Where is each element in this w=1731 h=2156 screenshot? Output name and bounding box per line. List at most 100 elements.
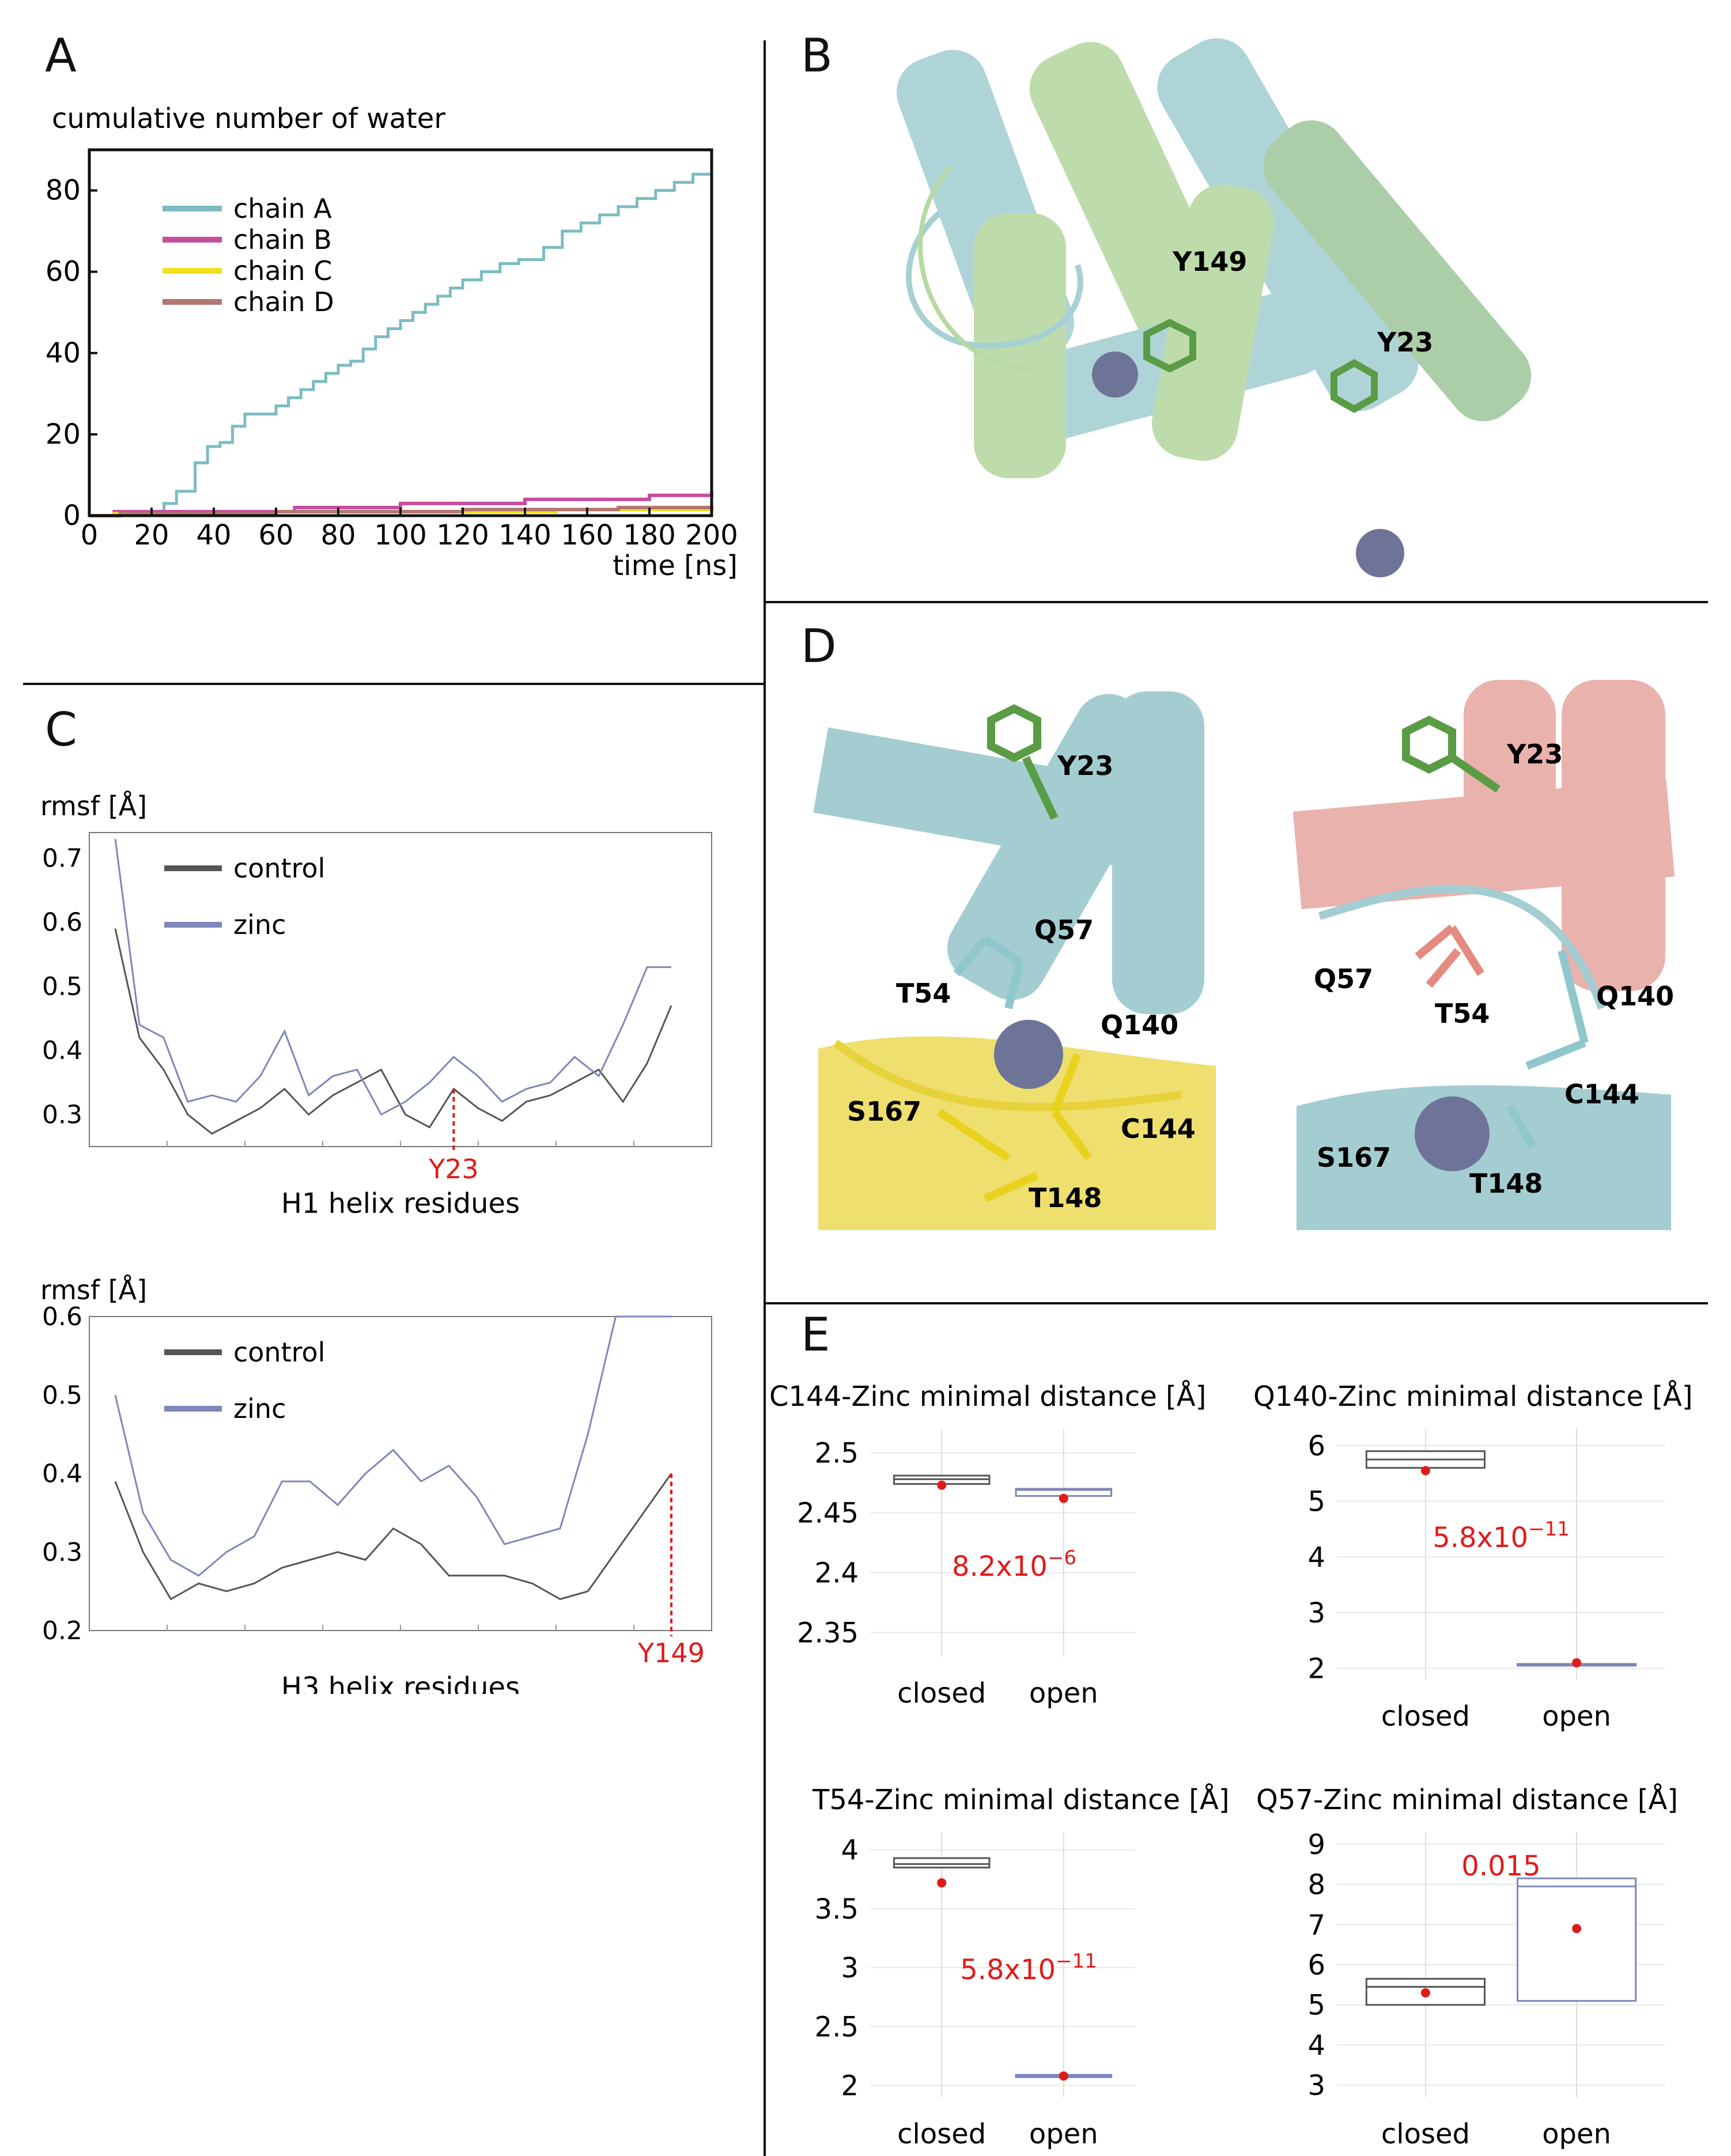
legend-label: chain B [233, 224, 332, 255]
helix-cylinder [1151, 184, 1275, 461]
y-tick-label: 4 [841, 1835, 859, 1867]
p-value-label: 5.8x10−11 [1433, 1518, 1570, 1554]
x-tick-label: 80 [320, 519, 356, 551]
y-tick-label: 2.4 [815, 1557, 859, 1589]
y-tick-label: 40 [46, 337, 81, 369]
y-tick-label: 3 [841, 1952, 859, 1984]
y-tick-label: 6 [1307, 1949, 1325, 1981]
structure-b: Y149 Y23 [896, 38, 1532, 577]
legend-label: zinc [233, 1393, 286, 1424]
y-tick-label: 0.4 [42, 1459, 82, 1489]
zinc-ion [1092, 351, 1138, 398]
x-tick-label: closed [1381, 1700, 1470, 1733]
mean-point [1420, 1466, 1430, 1476]
y-tick-label: 5 [1307, 1486, 1325, 1518]
x-tick-label: 120 [436, 519, 489, 551]
plot-frame [89, 832, 712, 1147]
y-tick-label: 5 [1307, 1989, 1325, 2022]
residue-label: C144 [1564, 1079, 1639, 1110]
y-tick-label: 4 [1307, 1541, 1325, 1573]
plot-frame [88, 148, 713, 517]
x-tick-label: 0 [81, 519, 99, 551]
chart-a-xlabel: time [ns] [613, 550, 738, 582]
marker-label: Y23 [428, 1153, 479, 1185]
p-value-label: 5.8x10−11 [960, 1950, 1097, 1986]
y-tick-label: 0.3 [42, 1538, 82, 1567]
y-tick-label: 9 [1307, 1829, 1325, 1861]
p-value-exponent: −11 [1528, 1518, 1570, 1541]
panel-label-d: D [801, 619, 837, 673]
x-tick-label: 40 [196, 519, 231, 551]
vertical-divider [764, 40, 766, 2156]
box-chart-title: Q140-Zinc minimal distance [Å] [1253, 1380, 1693, 1413]
y-tick-label: 0.7 [42, 844, 82, 873]
chart-a: cumulative number of water 0 20 40 60 80 100 1… [46, 103, 738, 582]
x-tick-label: 60 [258, 519, 293, 551]
x-tick-label: 100 [374, 519, 427, 551]
chart-a-title: cumulative number of water [52, 103, 445, 135]
panel-label-b: B [801, 29, 833, 82]
residue-label: Y23 [1506, 739, 1563, 770]
x-axis-label: H3 helix residues [281, 1671, 520, 1694]
structure-d-right: Y23 Q57 T54 Q140 C144 S167 T148 [1292, 674, 1675, 1230]
residue-label: S167 [847, 1096, 921, 1127]
x-axis-label: H1 helix residues [281, 1187, 520, 1220]
x-tick-label: closed [1381, 2118, 1470, 2150]
residue-label: Y23 [1377, 327, 1433, 358]
structure-d: Y23 Q57 T54 Q140 S167 C144 T148 Y23 Q5 [813, 674, 1675, 1230]
y-tick-label: 0.5 [42, 972, 82, 1001]
mean-point [1572, 1658, 1582, 1667]
box-chart-title: C144-Zinc minimal distance [Å] [769, 1380, 1206, 1413]
mean-point [1572, 1924, 1582, 1934]
residue-label: T54 [896, 978, 951, 1009]
x-tick-label: closed [897, 2118, 986, 2150]
panel-label-c: C [45, 703, 77, 757]
helix-cylinder [1157, 38, 1419, 411]
panel-label-e: E [801, 1308, 830, 1361]
box-chart-title: T54-Zinc minimal distance [Å] [812, 1783, 1230, 1816]
y-tick-label: 3 [1307, 1597, 1325, 1629]
x-tick-label: closed [897, 1677, 986, 1709]
y-axis-label: rmsf [Å] [40, 790, 147, 822]
plot-frame [89, 1316, 712, 1631]
y-tick-label: 0.6 [42, 908, 82, 937]
y-tick-label: 2 [1307, 1653, 1325, 1685]
x-tick-label: open [1029, 1677, 1098, 1709]
zinc-ion [1356, 529, 1404, 577]
legend-label: chain C [233, 255, 332, 286]
y-tick-label: 0.4 [42, 1036, 82, 1065]
y-tick-label: 60 [46, 256, 81, 288]
y-tick-label: 0 [63, 500, 81, 532]
y-tick-label: 0.6 [42, 1302, 82, 1332]
y-axis-label: rmsf [Å] [40, 1274, 147, 1306]
y-tick-label: 8 [1307, 1869, 1325, 1901]
mean-point [1059, 1493, 1068, 1503]
residue-label: Q140 [1101, 1009, 1178, 1041]
x-tick-label: open [1542, 2118, 1611, 2150]
mean-point [937, 1878, 947, 1888]
y-tick-label: 7 [1307, 1909, 1325, 1941]
y-tick-label: 3.5 [815, 1893, 859, 1926]
residue-label: C144 [1121, 1113, 1196, 1144]
legend-label: zinc [233, 909, 286, 940]
right-horizontal-divider-1 [765, 601, 1708, 603]
y-tick-label: 6 [1307, 1430, 1325, 1462]
x-tick-label: open [1029, 2118, 1098, 2150]
mean-point [1059, 2071, 1068, 2081]
legend-label: chain D [233, 286, 334, 317]
series-line-chain-A [89, 158, 713, 517]
residue-label: S167 [1317, 1142, 1391, 1173]
x-tick-label: open [1542, 1700, 1611, 1733]
zinc-ion [1415, 1096, 1490, 1171]
residue-label: T148 [1029, 1182, 1102, 1213]
x-tick-label: 20 [134, 519, 169, 551]
helix-cylinder [1263, 120, 1532, 422]
y-tick-label: 3 [1307, 2070, 1325, 2102]
legend-label: chain A [233, 193, 332, 224]
panel-label-a: A [45, 29, 77, 82]
x-tick-label: 140 [498, 519, 551, 551]
zinc-ion [994, 1020, 1063, 1089]
p-value-exponent: −11 [1056, 1950, 1097, 1973]
y-tick-label: 0.3 [42, 1100, 82, 1129]
residue-label: Q140 [1596, 981, 1674, 1012]
